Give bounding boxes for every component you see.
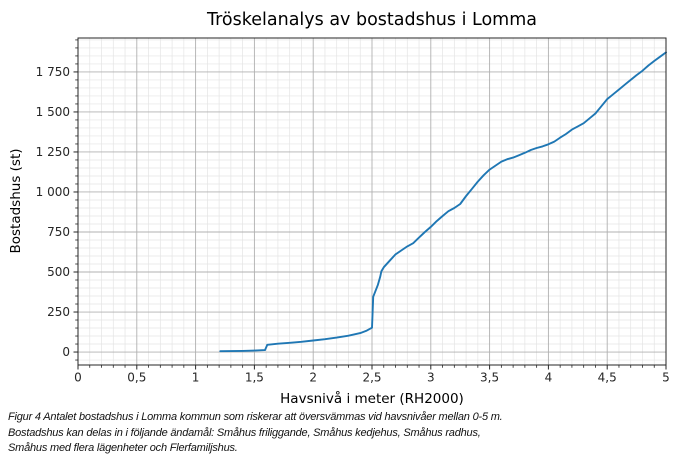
x-tick-label: 1,5 — [245, 371, 264, 385]
x-tick-label: 4,5 — [598, 371, 617, 385]
y-tick-label: 1 250 — [36, 145, 70, 159]
y-tick-label: 500 — [47, 265, 70, 279]
y-tick-label: 0 — [62, 345, 70, 359]
y-tick-label: 250 — [47, 305, 70, 319]
caption-line-3: Småhus med flera lägenheter och Flerfami… — [8, 442, 238, 454]
figure-caption: Figur 4 Antalet bostadshus i Lomma kommu… — [8, 410, 696, 457]
data-line — [219, 51, 667, 353]
x-tick-label: 0 — [74, 371, 82, 385]
y-tick-label: 1 000 — [36, 185, 70, 199]
caption-line-2: Bostadshus kan delas in i följande ändam… — [8, 426, 481, 439]
chart-title: Tröskelanalys av bostadshus i Lomma — [207, 10, 537, 30]
x-tick-label: 5 — [662, 371, 670, 385]
x-tick-label: 0,5 — [127, 371, 146, 385]
caption-line-1: Figur 4 Antalet bostadshus i Lomma kommu… — [8, 411, 503, 423]
x-tick-label: 3,5 — [480, 371, 499, 385]
y-tick-label: 750 — [47, 225, 70, 239]
x-tick-label: 2 — [309, 371, 317, 385]
x-tick-label: 3 — [427, 371, 435, 385]
x-tick-label: 2,5 — [362, 371, 381, 385]
x-axis-label: Havsnivå i meter (RH2000) — [280, 391, 464, 407]
x-tick-label: 4 — [545, 371, 553, 385]
x-tick-label: 1 — [192, 371, 200, 385]
y-axis-label: Bostadshus (st) — [8, 148, 24, 254]
y-tick-label: 1 750 — [36, 65, 70, 79]
y-tick-label: 1 500 — [36, 105, 70, 119]
